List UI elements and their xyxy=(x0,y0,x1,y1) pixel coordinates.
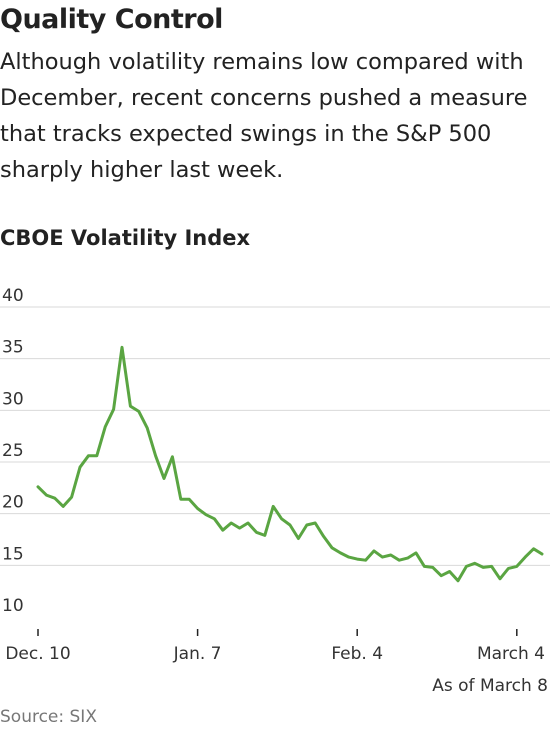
y-tick-label: 25 xyxy=(2,441,24,461)
source-note: Source: SIX xyxy=(0,707,97,727)
y-tick-label: 35 xyxy=(2,338,24,358)
x-tick-label: March 4 xyxy=(477,644,545,664)
as-of-note: As of March 8 xyxy=(432,676,548,696)
chart-title: CBOE Volatility Index xyxy=(0,226,251,250)
chart-headline: Quality Control xyxy=(0,4,223,35)
y-tick-label: 30 xyxy=(2,389,24,409)
y-tick-label: 15 xyxy=(2,544,24,564)
series-line-vix xyxy=(36,345,544,583)
y-tick-label: 10 xyxy=(2,596,24,616)
chart-subtitle: Although volatility remains low compared… xyxy=(0,49,528,183)
volatility-line-chart: 10 15 20 25 30 35 40 Dec. 10 Jan. 7 Feb. 4 March … xyxy=(0,286,550,664)
x-tick-label: Feb. 4 xyxy=(331,644,383,664)
y-tick-label: 40 xyxy=(2,286,24,306)
x-tick-label: Jan. 7 xyxy=(173,644,222,664)
x-tick-label: Dec. 10 xyxy=(5,644,70,664)
y-tick-label: 20 xyxy=(2,493,24,513)
